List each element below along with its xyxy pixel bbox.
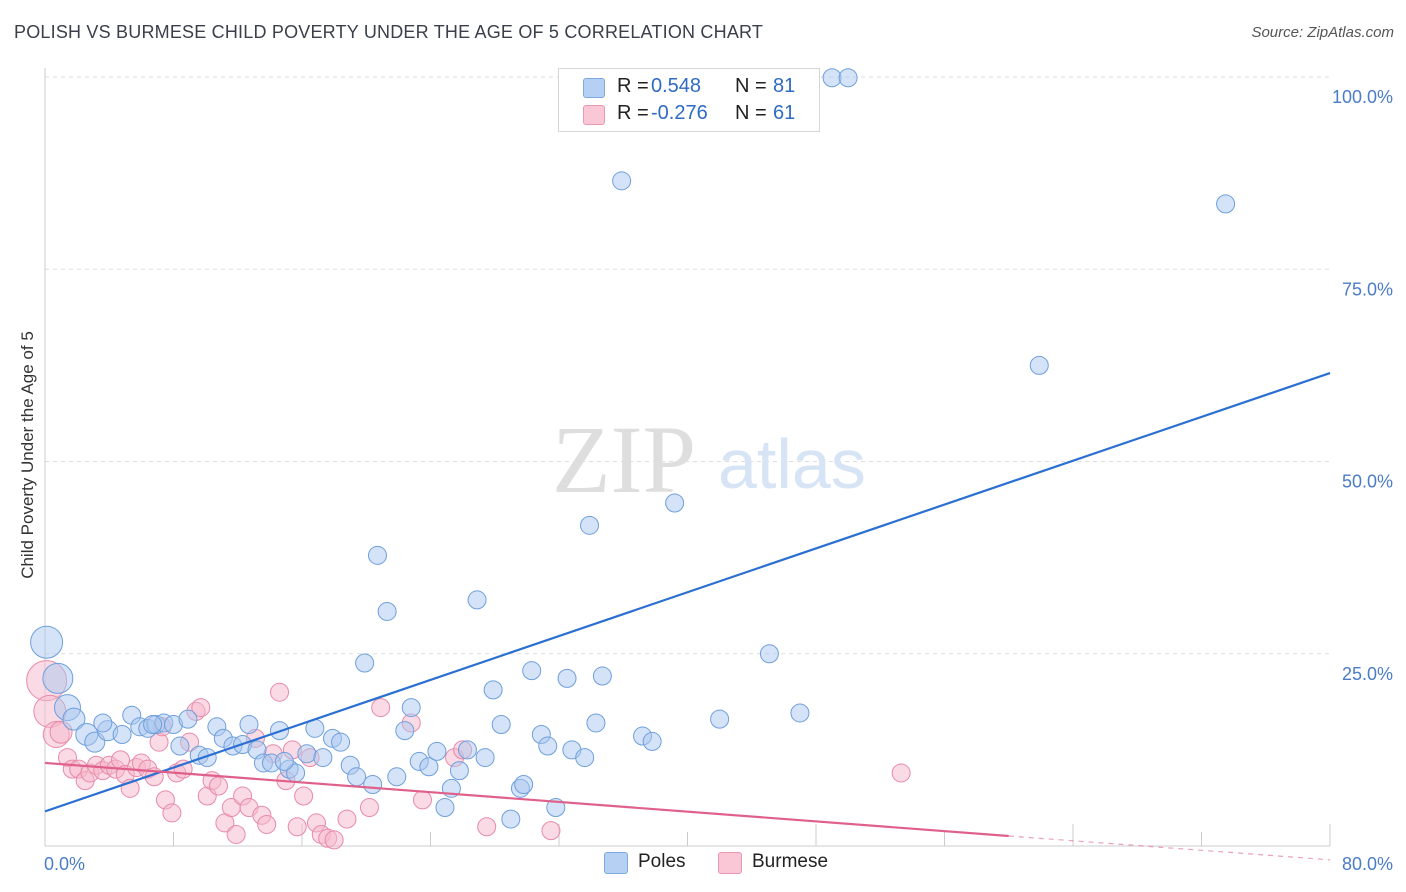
- legend-n-value: 61: [773, 102, 796, 124]
- poles-point: [759, 644, 779, 664]
- legend-n-value: 81: [773, 75, 796, 97]
- chart-title: POLISH VS BURMESE CHILD POVERTY UNDER TH…: [14, 22, 764, 42]
- poles-point: [178, 709, 198, 729]
- poles-point: [347, 767, 367, 787]
- poles-point: [387, 767, 407, 787]
- burmese-point: [191, 698, 211, 718]
- y-tick-label: 25.0%: [1342, 664, 1393, 684]
- poles-point: [401, 698, 421, 718]
- poles-point: [514, 774, 534, 794]
- poles-point: [642, 731, 662, 751]
- poles-point: [592, 666, 612, 686]
- poles-point: [491, 714, 511, 734]
- poles-point: [838, 68, 858, 88]
- poles-point: [483, 680, 503, 700]
- poles-point: [419, 757, 439, 777]
- burmese-point: [257, 814, 277, 834]
- burmese-swatch: [583, 105, 605, 125]
- trend-layer: [44, 372, 1331, 861]
- chart-source: Source: ZipAtlas.com: [1251, 24, 1394, 41]
- burmese-point: [270, 682, 290, 702]
- burmese-legend-label: Burmese: [752, 851, 829, 872]
- poles-point: [557, 668, 577, 688]
- poles-point: [1216, 194, 1236, 214]
- poles-trend-line: [44, 372, 1331, 813]
- x-tick-label: 0.0%: [44, 854, 85, 874]
- legend-n-label: N =: [735, 75, 767, 97]
- poles-point: [586, 713, 606, 733]
- poles-point: [239, 714, 259, 734]
- burmese-point: [359, 798, 379, 818]
- legend-r-label: R =: [617, 102, 649, 124]
- poles-point: [170, 736, 190, 756]
- tick-layer: 25.0% 50.0% 75.0% 100.0% 0.0% 80.0%: [44, 87, 1393, 874]
- burmese-point: [294, 786, 314, 806]
- poles-legend-label: Poles: [638, 851, 686, 872]
- burmese-point: [412, 790, 432, 810]
- poles-point: [475, 748, 495, 768]
- legend-r-value: -0.276: [651, 102, 708, 124]
- poles-point: [435, 798, 455, 818]
- poles-point: [457, 740, 477, 760]
- poles-legend-swatch: [604, 852, 628, 874]
- poles-point: [355, 653, 375, 673]
- poles-point: [1029, 355, 1049, 375]
- legend-n-label: N =: [735, 102, 767, 124]
- poles-point: [395, 721, 415, 741]
- legend-r-label: R =: [617, 75, 649, 97]
- grid-layer: [45, 76, 1330, 655]
- poles-point: [580, 515, 600, 535]
- burmese-point: [287, 817, 307, 837]
- burmese-trend-extension: [1008, 835, 1331, 861]
- poles-point: [790, 703, 810, 723]
- poles-point: [575, 748, 595, 768]
- poles-point: [42, 662, 74, 694]
- y-tick-label: 50.0%: [1342, 472, 1393, 492]
- burmese-point: [337, 809, 357, 829]
- burmese-point: [371, 698, 391, 718]
- legend-r-value: 0.548: [651, 75, 702, 97]
- burmese-point: [477, 817, 497, 837]
- poles-point: [501, 809, 521, 829]
- poles-point: [822, 68, 842, 88]
- poles-point: [377, 601, 397, 621]
- poles-point: [363, 774, 383, 794]
- stats-legend: R = 0.548 N = 81 R = -0.276 N = 61: [558, 68, 820, 132]
- poles-points: [30, 68, 1236, 829]
- poles-point: [665, 493, 685, 513]
- poles-point: [522, 661, 542, 681]
- poles-point: [427, 741, 447, 761]
- burmese-point: [208, 776, 228, 796]
- watermark-atlas: atlas: [718, 425, 866, 503]
- burmese-point: [324, 830, 344, 850]
- poles-point: [93, 713, 113, 733]
- poles-point: [297, 744, 317, 764]
- burmese-trend-line: [44, 761, 1009, 838]
- poles-point: [112, 724, 132, 744]
- poles-point: [467, 590, 487, 610]
- burmese-point: [891, 763, 911, 783]
- poles-point: [143, 714, 163, 734]
- burmese-point: [162, 803, 182, 823]
- poles-point: [710, 709, 730, 729]
- poles-point: [313, 748, 333, 768]
- x-tick-label: 80.0%: [1342, 854, 1393, 874]
- poles-point: [449, 761, 469, 781]
- burmese-point: [541, 821, 561, 841]
- poles-point: [274, 751, 294, 771]
- poles-point: [62, 707, 86, 731]
- poles-point: [612, 171, 632, 191]
- poles-point: [197, 748, 217, 768]
- burmese-legend-swatch: [718, 852, 742, 874]
- poles-swatch: [583, 78, 605, 98]
- poles-point: [538, 736, 558, 756]
- poles-point: [30, 625, 64, 659]
- y-tick-label: 75.0%: [1342, 279, 1393, 299]
- burmese-point: [226, 824, 246, 844]
- y-tick-label: 100.0%: [1332, 87, 1393, 107]
- poles-point: [367, 545, 387, 565]
- poles-point: [331, 732, 351, 752]
